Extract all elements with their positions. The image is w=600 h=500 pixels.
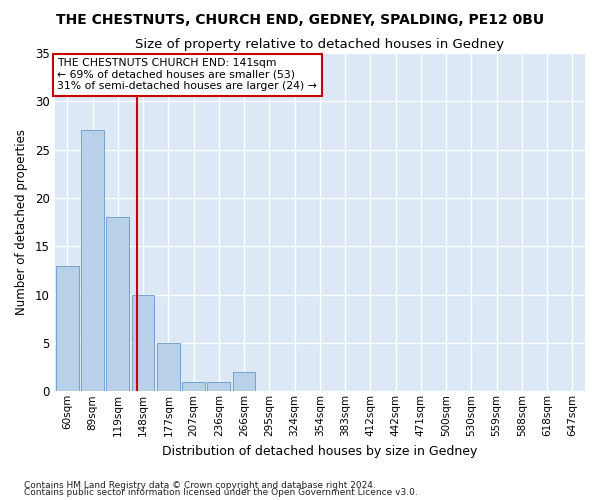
Bar bbox=[233, 372, 256, 392]
Bar bbox=[132, 294, 154, 392]
Bar bbox=[182, 382, 205, 392]
Bar bbox=[157, 343, 179, 392]
Text: THE CHESTNUTS CHURCH END: 141sqm
← 69% of detached houses are smaller (53)
31% o: THE CHESTNUTS CHURCH END: 141sqm ← 69% o… bbox=[58, 58, 317, 92]
Bar bbox=[56, 266, 79, 392]
Text: THE CHESTNUTS, CHURCH END, GEDNEY, SPALDING, PE12 0BU: THE CHESTNUTS, CHURCH END, GEDNEY, SPALD… bbox=[56, 12, 544, 26]
Bar bbox=[106, 218, 129, 392]
Title: Size of property relative to detached houses in Gedney: Size of property relative to detached ho… bbox=[135, 38, 505, 51]
Bar bbox=[208, 382, 230, 392]
Y-axis label: Number of detached properties: Number of detached properties bbox=[15, 129, 28, 315]
X-axis label: Distribution of detached houses by size in Gedney: Distribution of detached houses by size … bbox=[162, 444, 478, 458]
Bar bbox=[81, 130, 104, 392]
Text: Contains public sector information licensed under the Open Government Licence v3: Contains public sector information licen… bbox=[24, 488, 418, 497]
Text: Contains HM Land Registry data © Crown copyright and database right 2024.: Contains HM Land Registry data © Crown c… bbox=[24, 480, 376, 490]
